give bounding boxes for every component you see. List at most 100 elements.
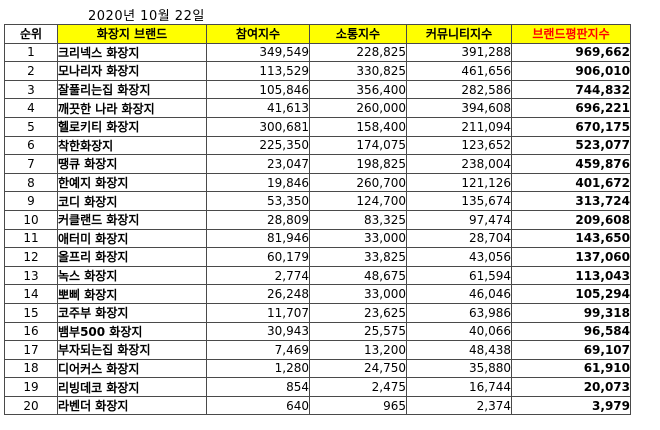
header-reputation: 브랜드평판지수 bbox=[511, 24, 631, 44]
rank-cell: 7 bbox=[4, 154, 58, 174]
brand-cell: 올프리 화장지 bbox=[57, 247, 207, 267]
table-row: 15 코주부 화장지 11,707 23,625 63,986 99,318 bbox=[4, 302, 631, 323]
brand-cell: 크리넥스 화장지 bbox=[57, 42, 207, 63]
communication-index-cell: 23,625 bbox=[309, 302, 407, 323]
brand-cell: 녹스 화장지 bbox=[57, 265, 207, 286]
table-row: 17 부자되는집 화장지 7,469 13,200 48,438 69,107 bbox=[4, 340, 631, 360]
table-header: 순위 화장지 브랜드 참여지수 소통지수 커뮤니티지수 브랜드평판지수 bbox=[4, 24, 631, 44]
rank-cell: 16 bbox=[4, 321, 58, 342]
header-community: 커뮤니티지수 bbox=[406, 24, 512, 44]
table-row: 12 올프리 화장지 60,179 33,825 43,056 137,060 bbox=[4, 247, 631, 267]
communication-index-cell: 330,825 bbox=[309, 61, 407, 81]
table-row: 13 녹스 화장지 2,774 48,675 61,594 113,043 bbox=[4, 265, 631, 286]
rank-cell: 8 bbox=[4, 172, 58, 193]
rank-cell: 18 bbox=[4, 358, 58, 379]
reputation-index-cell: 69,107 bbox=[511, 340, 631, 360]
table-row: 8 한예지 화장지 19,846 260,700 121,126 401,672 bbox=[4, 172, 631, 193]
participation-index-cell: 81,946 bbox=[206, 228, 310, 249]
rank-cell: 4 bbox=[4, 98, 58, 118]
communication-index-cell: 24,750 bbox=[309, 358, 407, 379]
rank-cell: 3 bbox=[4, 79, 58, 100]
rank-cell: 12 bbox=[4, 247, 58, 267]
header-communication: 소통지수 bbox=[309, 24, 407, 44]
brand-cell: 애터미 화장지 bbox=[57, 228, 207, 249]
brand-cell: 코주부 화장지 bbox=[57, 302, 207, 323]
reputation-index-cell: 670,175 bbox=[511, 116, 631, 137]
communication-index-cell: 25,575 bbox=[309, 321, 407, 342]
community-index-cell: 135,674 bbox=[406, 191, 512, 211]
reputation-index-cell: 401,672 bbox=[511, 172, 631, 193]
report-date-title: 2020년 10월 22일 bbox=[88, 9, 205, 24]
rank-cell: 13 bbox=[4, 265, 58, 286]
community-index-cell: 123,652 bbox=[406, 135, 512, 156]
brand-cell: 한예지 화장지 bbox=[57, 172, 207, 193]
participation-index-cell: 113,529 bbox=[206, 61, 310, 81]
brand-cell: 모나리자 화장지 bbox=[57, 61, 207, 81]
participation-index-cell: 19,846 bbox=[206, 172, 310, 193]
communication-index-cell: 174,075 bbox=[309, 135, 407, 156]
communication-index-cell: 260,000 bbox=[309, 98, 407, 118]
rank-cell: 15 bbox=[4, 302, 58, 323]
table-row: 16 뱀부500 화장지 30,943 25,575 40,066 96,584 bbox=[4, 321, 631, 342]
table-row: 2 모나리자 화장지 113,529 330,825 461,656 906,010 bbox=[4, 61, 631, 81]
participation-index-cell: 30,943 bbox=[206, 321, 310, 342]
brand-cell: 깨끗한 나라 화장지 bbox=[57, 98, 207, 118]
rank-cell: 9 bbox=[4, 191, 58, 211]
communication-index-cell: 198,825 bbox=[309, 154, 407, 174]
participation-index-cell: 105,846 bbox=[206, 79, 310, 100]
table-row: 5 헬로키티 화장지 300,681 158,400 211,094 670,175 bbox=[4, 116, 631, 137]
communication-index-cell: 13,200 bbox=[309, 340, 407, 360]
brand-cell: 헬로키티 화장지 bbox=[57, 116, 207, 137]
reputation-index-cell: 209,608 bbox=[511, 209, 631, 230]
participation-index-cell: 7,469 bbox=[206, 340, 310, 360]
brand-cell: 땡큐 화장지 bbox=[57, 154, 207, 174]
community-index-cell: 40,066 bbox=[406, 321, 512, 342]
community-index-cell: 28,704 bbox=[406, 228, 512, 249]
community-index-cell: 121,126 bbox=[406, 172, 512, 193]
header-participation: 참여지수 bbox=[206, 24, 310, 44]
reputation-index-cell: 744,832 bbox=[511, 79, 631, 100]
rank-cell: 20 bbox=[4, 395, 58, 416]
brand-cell: 코디 화장지 bbox=[57, 191, 207, 211]
rank-cell: 10 bbox=[4, 209, 58, 230]
communication-index-cell: 965 bbox=[309, 395, 407, 416]
communication-index-cell: 33,825 bbox=[309, 247, 407, 267]
community-index-cell: 46,046 bbox=[406, 284, 512, 304]
rank-cell: 17 bbox=[4, 340, 58, 360]
reputation-index-cell: 105,294 bbox=[511, 284, 631, 304]
reputation-index-cell: 113,043 bbox=[511, 265, 631, 286]
communication-index-cell: 33,000 bbox=[309, 228, 407, 249]
rank-cell: 14 bbox=[4, 284, 58, 304]
community-index-cell: 461,656 bbox=[406, 61, 512, 81]
participation-index-cell: 640 bbox=[206, 395, 310, 416]
communication-index-cell: 83,325 bbox=[309, 209, 407, 230]
reputation-index-cell: 3,979 bbox=[511, 395, 631, 416]
participation-index-cell: 854 bbox=[206, 377, 310, 397]
table-body: 1 크리넥스 화장지 349,549 228,825 391,288 969,662 2 모나… bbox=[4, 42, 631, 416]
brand-cell: 뱀부500 화장지 bbox=[57, 321, 207, 342]
communication-index-cell: 2,475 bbox=[309, 377, 407, 397]
table-row: 1 크리넥스 화장지 349,549 228,825 391,288 969,662 bbox=[4, 42, 631, 63]
participation-index-cell: 23,047 bbox=[206, 154, 310, 174]
community-index-cell: 63,986 bbox=[406, 302, 512, 323]
community-index-cell: 2,374 bbox=[406, 395, 512, 416]
table-row: 20 라벤더 화장지 640 965 2,374 3,979 bbox=[4, 395, 631, 416]
table-row: 18 디어커스 화장지 1,280 24,750 35,880 61,910 bbox=[4, 358, 631, 379]
community-index-cell: 238,004 bbox=[406, 154, 512, 174]
table-row: 14 뽀삐 화장지 26,248 33,000 46,046 105,294 bbox=[4, 284, 631, 304]
participation-index-cell: 28,809 bbox=[206, 209, 310, 230]
participation-index-cell: 53,350 bbox=[206, 191, 310, 211]
reputation-index-cell: 137,060 bbox=[511, 247, 631, 267]
rank-cell: 19 bbox=[4, 377, 58, 397]
participation-index-cell: 11,707 bbox=[206, 302, 310, 323]
table-row: 19 리빙데코 화장지 854 2,475 16,744 20,073 bbox=[4, 377, 631, 397]
participation-index-cell: 41,613 bbox=[206, 98, 310, 118]
header-rank: 순위 bbox=[4, 24, 58, 44]
table-row: 4 깨끗한 나라 화장지 41,613 260,000 394,608 696,221 bbox=[4, 98, 631, 118]
header-brand: 화장지 브랜드 bbox=[57, 24, 207, 44]
participation-index-cell: 2,774 bbox=[206, 265, 310, 286]
community-index-cell: 97,474 bbox=[406, 209, 512, 230]
communication-index-cell: 356,400 bbox=[309, 79, 407, 100]
communication-index-cell: 158,400 bbox=[309, 116, 407, 137]
